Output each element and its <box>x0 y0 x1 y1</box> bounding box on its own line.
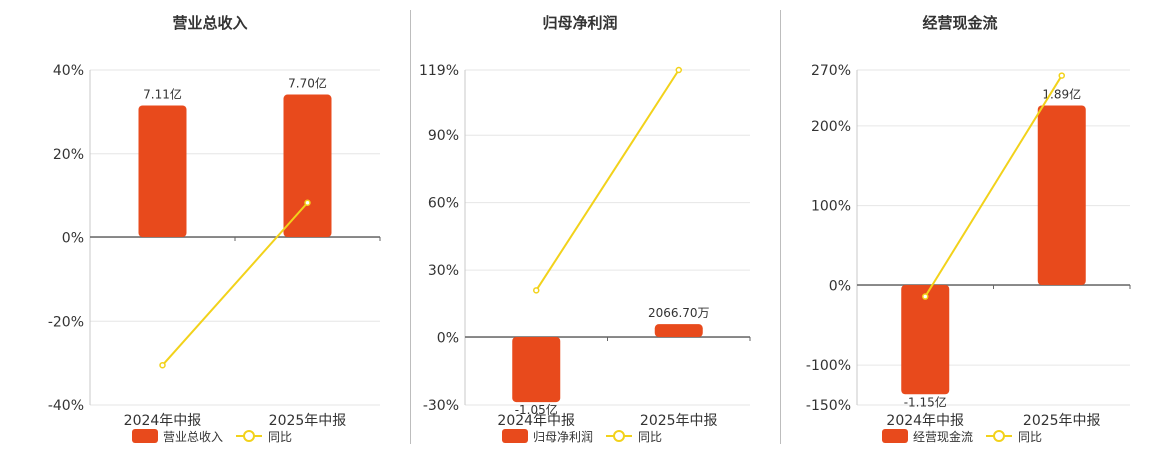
y-tick-label: 30% <box>428 263 459 279</box>
legend-line-marker <box>993 430 1005 442</box>
legend-bar-swatch <box>132 429 158 443</box>
y-tick-label: 0% <box>437 331 459 347</box>
y-tick-label: -40% <box>48 398 84 414</box>
bar-value-label: 7.11亿 <box>143 86 182 101</box>
chart-title: 归母净利润 <box>542 14 617 32</box>
x-tick-label: 2025年中报 <box>269 413 347 429</box>
bar <box>283 94 332 237</box>
chart-title: 营业总收入 <box>172 14 247 32</box>
y-tick-label: 90% <box>428 128 459 144</box>
legend-line-label: 同比 <box>268 430 292 444</box>
panel-divider <box>780 10 781 444</box>
x-tick-label: 2025年中报 <box>1023 413 1101 429</box>
legend-line-marker <box>613 430 625 442</box>
legend-bar-swatch <box>882 429 908 443</box>
legend-line-marker <box>243 430 255 442</box>
x-tick-label: 2025年中报 <box>640 413 718 429</box>
y-tick-label: 100% <box>811 199 851 215</box>
bar <box>654 324 703 337</box>
yoy-line <box>161 202 309 366</box>
yoy-point <box>922 293 929 300</box>
yoy-point <box>1058 72 1065 79</box>
y-tick-label: -30% <box>423 398 459 414</box>
y-tick-label: 200% <box>811 119 851 135</box>
bar <box>1037 105 1086 285</box>
bar <box>901 285 950 395</box>
yoy-point <box>675 66 682 74</box>
yoy-point <box>304 199 311 206</box>
yoy-point <box>159 361 166 369</box>
yoy-line <box>924 75 1063 298</box>
y-tick-label: 270% <box>811 63 851 79</box>
y-tick-label: -150% <box>806 398 851 414</box>
bar-value-label: -1.15亿 <box>904 394 947 409</box>
legend-bar-swatch <box>502 429 528 443</box>
panel-divider <box>410 10 411 444</box>
y-tick-label: 0% <box>829 278 851 294</box>
y-tick-label: 119% <box>419 63 459 79</box>
y-tick-label: 20% <box>53 147 84 163</box>
x-tick-label: 2024年中报 <box>497 413 575 429</box>
legend-bar-label: 经营现金流 <box>913 429 973 444</box>
y-tick-label: 40% <box>53 63 84 79</box>
bar-value-label: 7.70亿 <box>288 76 327 91</box>
yoy-point <box>533 287 540 294</box>
y-tick-label: 60% <box>428 196 459 212</box>
legend-bar-label: 归母净利润 <box>533 430 593 444</box>
legend-line-label: 同比 <box>638 430 662 444</box>
legend-line-label: 同比 <box>1018 430 1042 444</box>
yoy-line <box>535 69 680 291</box>
x-tick-label: 2024年中报 <box>124 413 202 429</box>
x-tick-label: 2024年中报 <box>886 413 964 429</box>
y-tick-label: 0% <box>62 231 84 247</box>
bar-value-label: 2066.70万 <box>648 306 710 320</box>
bar <box>138 105 187 237</box>
y-tick-label: -100% <box>806 358 851 374</box>
bar <box>512 337 561 403</box>
legend-bar-label: 营业总收入 <box>163 430 223 444</box>
bar-value-label: -1.05亿 <box>515 402 558 417</box>
y-tick-label: -20% <box>48 314 84 330</box>
chart-title: 经营现金流 <box>922 14 997 32</box>
